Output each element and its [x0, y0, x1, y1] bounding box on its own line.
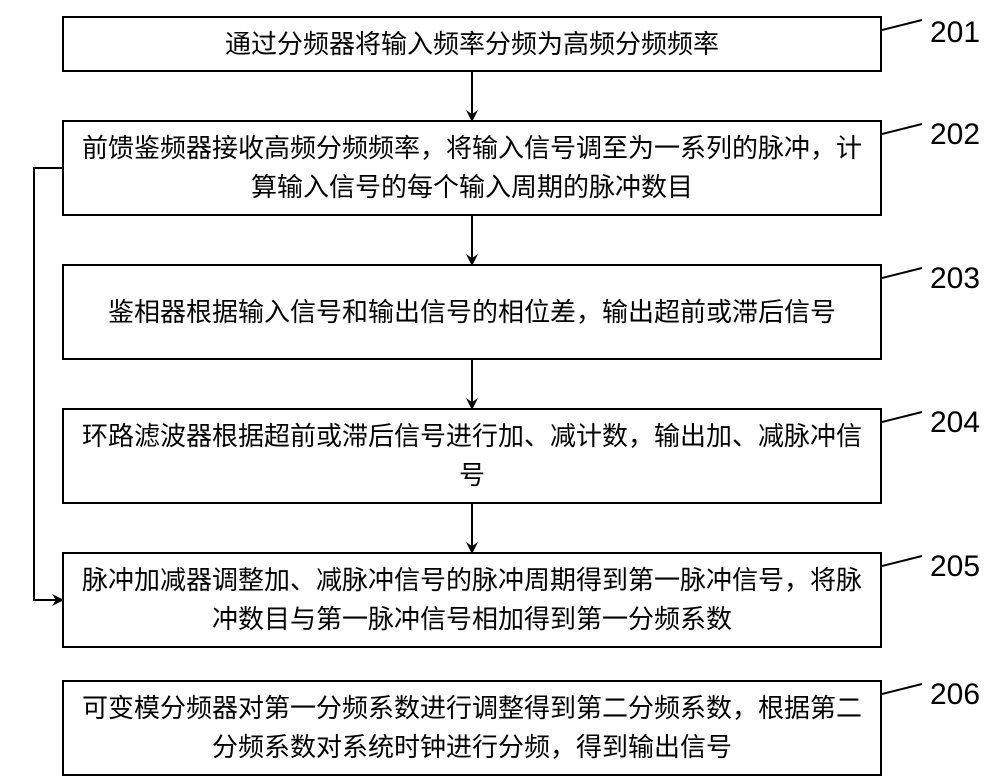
step-box-201: 通过分频器将输入频率分频为高频分频频率 [62, 16, 882, 72]
step-box-205: 脉冲加减器调整加、减脉冲信号的脉冲周期得到第一脉冲信号，将脉冲数目与第一脉冲信号… [62, 552, 882, 648]
step-label-205: 205 [930, 550, 980, 584]
step-label-201: 201 [930, 16, 980, 50]
step-text-206: 可变模分频器对第一分频系数进行调整得到第二分频系数，根据第二分频系数对系统时钟进… [64, 689, 880, 767]
feedback-arrow [34, 168, 62, 600]
leader-205 [882, 556, 922, 566]
step-text-204: 环路滤波器根据超前或滞后信号进行加、减计数，输出加、减脉冲信号 [64, 417, 880, 495]
leader-204 [882, 412, 922, 422]
step-box-203: 鉴相器根据输入信号和输出信号的相位差，输出超前或滞后信号 [62, 264, 882, 360]
flowchart-container: 通过分频器将输入频率分频为高频分频频率 前馈鉴频器接收高频分频频率，将输入信号调… [0, 0, 1000, 781]
step-label-202: 202 [930, 118, 980, 152]
step-text-205: 脉冲加减器调整加、减脉冲信号的脉冲周期得到第一脉冲信号，将脉冲数目与第一脉冲信号… [64, 561, 880, 639]
step-label-206: 206 [930, 678, 980, 712]
step-text-201: 通过分频器将输入频率分频为高频分频频率 [215, 25, 729, 64]
leader-202 [882, 124, 922, 134]
step-text-203: 鉴相器根据输入信号和输出信号的相位差，输出超前或滞后信号 [98, 293, 846, 332]
step-box-206: 可变模分频器对第一分频系数进行调整得到第二分频系数，根据第二分频系数对系统时钟进… [62, 680, 882, 776]
leader-206 [882, 684, 922, 694]
connectors-svg [0, 0, 1000, 781]
step-label-204: 204 [930, 406, 980, 440]
step-box-202: 前馈鉴频器接收高频分频频率，将输入信号调至为一系列的脉冲，计算输入信号的每个输入… [62, 120, 882, 216]
leader-201 [882, 20, 922, 30]
leader-203 [882, 268, 922, 278]
step-text-202: 前馈鉴频器接收高频分频频率，将输入信号调至为一系列的脉冲，计算输入信号的每个输入… [64, 129, 880, 207]
step-label-203: 203 [930, 262, 980, 296]
step-box-204: 环路滤波器根据超前或滞后信号进行加、减计数，输出加、减脉冲信号 [62, 408, 882, 504]
